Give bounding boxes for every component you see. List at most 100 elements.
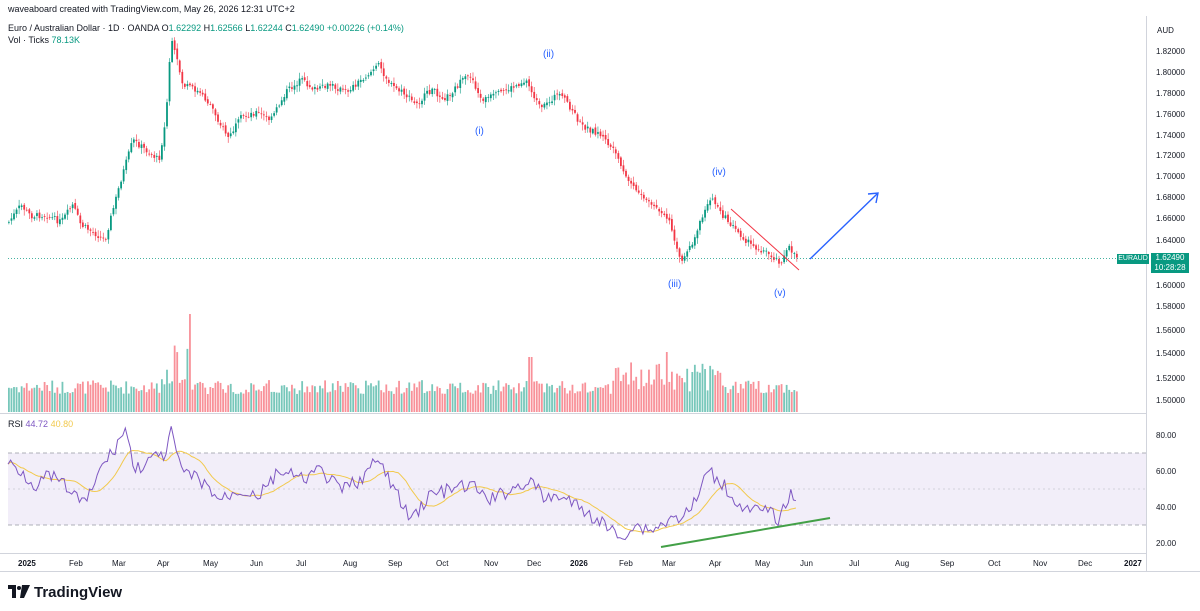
volume-bar — [140, 390, 143, 412]
candle-body — [201, 92, 204, 95]
volume-bar — [43, 381, 46, 412]
volume-bar — [181, 379, 184, 412]
candle-body — [148, 153, 151, 155]
tradingview-logo[interactable]: TradingView — [8, 582, 122, 602]
candle-body — [339, 87, 342, 92]
candle-body — [275, 107, 278, 113]
candle-body — [520, 83, 523, 87]
candle-body — [112, 208, 115, 215]
volume-bar — [352, 383, 355, 412]
rsi-label: RSI — [8, 419, 24, 429]
time-axis-label: 2027 — [1124, 559, 1142, 568]
candle-body — [130, 143, 133, 153]
candle-body — [99, 236, 102, 238]
candle-body — [673, 229, 676, 241]
time-axis-label: Dec — [527, 559, 541, 568]
candle-body — [469, 76, 472, 78]
volume-bar — [247, 392, 250, 412]
volume-bar — [742, 388, 745, 412]
rsi-divergence-line[interactable] — [660, 517, 831, 548]
volume-bar — [612, 380, 615, 412]
volume-bar — [548, 386, 551, 412]
volume-bar — [459, 382, 462, 412]
volume-bar — [199, 381, 202, 412]
volume-bar — [441, 393, 444, 412]
volume-bar — [502, 386, 505, 412]
candle-body — [232, 131, 235, 134]
candle-body — [301, 78, 304, 80]
rsi-axis-label: 80.00 — [1156, 431, 1177, 440]
candle-body — [762, 250, 765, 252]
candle-body — [446, 94, 449, 101]
candle-body — [331, 83, 334, 86]
volume-bar — [783, 392, 785, 412]
volume-bar — [145, 392, 148, 412]
volume-bar — [449, 383, 451, 412]
candle-body — [474, 81, 477, 89]
volume-bar — [314, 386, 316, 412]
volume-bar — [13, 387, 15, 412]
volume-bar — [775, 385, 778, 412]
volume-bar — [178, 382, 181, 412]
volume-bar — [59, 393, 61, 412]
volume-bar — [48, 390, 51, 412]
candle-body — [46, 217, 49, 219]
volume-bar — [479, 392, 482, 412]
candle-body — [449, 95, 451, 96]
candle-body — [482, 98, 485, 101]
time-axis[interactable]: 2025 Feb Mar Apr May Jun Jul Aug Sep Oct… — [18, 559, 1142, 568]
candle-body — [523, 82, 525, 85]
candle-body — [104, 238, 107, 240]
candle-body — [69, 208, 71, 210]
volume-bar — [778, 385, 780, 412]
candle-body — [540, 104, 543, 108]
downtrend-line[interactable] — [730, 208, 800, 271]
candle-body — [81, 222, 84, 227]
volume-bar — [191, 389, 194, 412]
candle-body — [308, 85, 311, 87]
candle-body — [155, 155, 158, 157]
volume-bar — [642, 386, 645, 412]
volume-bar — [171, 381, 173, 412]
volume-bar — [607, 384, 610, 412]
volume-bar — [515, 393, 518, 412]
candle-body — [25, 209, 28, 211]
volume-bar — [711, 369, 714, 412]
price-axis-label: 1.60000 — [1156, 281, 1185, 290]
rsi-ma-value: 40.80 — [50, 419, 74, 429]
volume-bar — [69, 393, 71, 412]
volume-legend[interactable]: Vol · Ticks 78.13K — [8, 35, 80, 45]
rsi-legend[interactable]: RSI 44.72 40.80 — [8, 419, 73, 429]
candle-body — [94, 231, 97, 237]
symbol-price-tag: EURAUD — [1117, 254, 1149, 264]
volume-bar — [8, 387, 10, 412]
candle-body — [250, 112, 253, 118]
volume-bar — [204, 387, 207, 412]
volume-bar — [217, 381, 219, 412]
time-axis-label: Jul — [849, 559, 859, 568]
price-axis-label: 1.70000 — [1156, 172, 1185, 181]
rsi-indicator[interactable] — [7, 426, 797, 541]
volume-bar — [716, 370, 719, 412]
volume-bar — [372, 386, 375, 412]
candle-body — [576, 114, 579, 122]
volume-bar — [617, 367, 620, 412]
attribution-text: waveaboard created with TradingView.com,… — [8, 4, 295, 14]
volume-bar — [581, 383, 584, 412]
wave-label-iii: (iii) — [668, 279, 681, 290]
volume-bar — [699, 372, 701, 412]
candlesticks[interactable] — [8, 37, 798, 268]
price-axis-label: 1.54000 — [1156, 349, 1185, 358]
volume-bar — [614, 368, 617, 412]
candle-body — [502, 89, 505, 91]
projection-arrow[interactable] — [809, 192, 879, 260]
time-axis-label: Sep — [388, 559, 403, 568]
symbol-legend[interactable]: Euro / Australian Dollar · 1D · OANDA O1… — [8, 23, 404, 33]
candle-body — [400, 89, 403, 92]
volume-bar — [342, 391, 344, 412]
candle-body — [479, 93, 482, 98]
time-axis-label: Aug — [895, 559, 909, 568]
volume-bar — [563, 387, 566, 412]
volume-bar — [288, 391, 291, 412]
